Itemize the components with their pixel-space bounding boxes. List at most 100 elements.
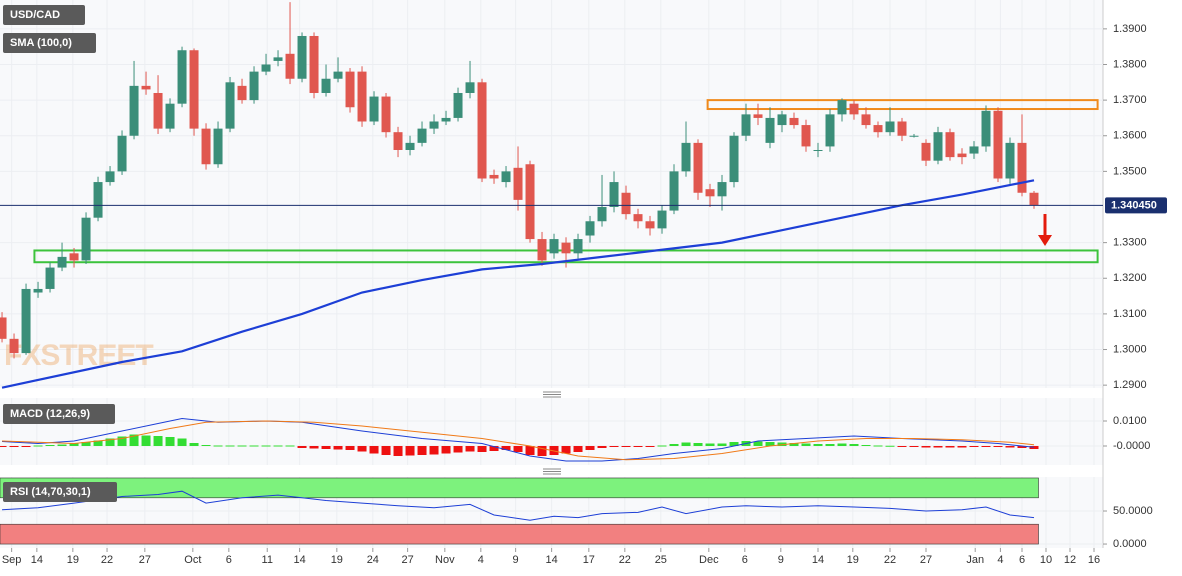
candle-body <box>813 149 823 151</box>
macd-bar <box>177 438 187 446</box>
macd-bar <box>981 446 991 447</box>
y-tick-label: 1.3700 <box>1113 94 1147 106</box>
candle-body <box>189 50 199 129</box>
candle-body <box>465 82 475 93</box>
macd-bar <box>237 445 247 447</box>
candle-body <box>741 114 751 136</box>
macd-bar <box>441 446 451 454</box>
macd-bar <box>873 445 883 447</box>
sma-line <box>1 179 1035 389</box>
macd-bar <box>1017 446 1027 448</box>
candle-body <box>489 174 499 179</box>
candle-body <box>861 114 871 126</box>
x-tick-label: Jan <box>966 554 984 566</box>
candle-body <box>429 121 439 129</box>
macd-bar <box>1029 446 1039 449</box>
macd-bar <box>465 446 475 452</box>
candle-body <box>597 207 607 222</box>
candle-body <box>1029 192 1039 206</box>
candle-body <box>921 142 931 161</box>
legend-box <box>3 33 96 53</box>
x-tick-label: 16 <box>1088 554 1100 566</box>
macd-bar <box>849 444 859 446</box>
macd-bar <box>141 435 151 446</box>
candle-body <box>609 182 619 208</box>
x-tick-label: 9 <box>513 554 519 566</box>
x-tick-label: 17 <box>583 554 595 566</box>
last-price-tag <box>1105 197 1167 214</box>
candle-body <box>21 288 31 354</box>
macd-bar <box>405 446 415 456</box>
x-tick-label: 14 <box>31 554 43 566</box>
candle-body <box>273 57 283 61</box>
macd-bar <box>153 436 163 446</box>
last-price-label: 1.340450 <box>1111 199 1157 211</box>
candle-body <box>381 96 391 133</box>
candle-body <box>669 171 679 211</box>
macd-bar <box>201 445 211 446</box>
y-tick-label: 1.2900 <box>1113 379 1147 391</box>
candle-body <box>705 189 715 197</box>
x-tick-label: 14 <box>812 554 824 566</box>
candle-body <box>69 253 79 261</box>
candle-body <box>249 71 259 101</box>
x-tick-label: 19 <box>331 554 343 566</box>
y-tick-label: 1.3100 <box>1113 308 1147 320</box>
candle-body <box>0 317 7 339</box>
legend-label: RSI (14,70,30,1) <box>10 486 91 498</box>
candle-body <box>369 96 379 122</box>
macd-bar <box>609 446 619 447</box>
macd-bar <box>729 442 739 446</box>
rsi-line <box>2 490 1035 521</box>
candle-body <box>765 117 775 143</box>
candle-body <box>849 103 859 115</box>
macd-bar <box>921 446 931 448</box>
macd-bar <box>765 442 775 446</box>
candle-body <box>549 239 559 254</box>
candle-body <box>357 71 367 122</box>
macd-bar <box>261 445 271 447</box>
y-tick-label: 1.3900 <box>1113 23 1147 35</box>
macd-bar <box>909 446 919 447</box>
macd-bar <box>393 446 403 456</box>
x-tick-label: 27 <box>139 554 151 566</box>
macd-bar <box>225 445 235 447</box>
macd-bar <box>945 446 955 448</box>
macd-bar <box>21 446 31 447</box>
macd-bar <box>357 446 367 452</box>
candle-body <box>969 146 979 154</box>
candle-body <box>261 64 271 72</box>
legend-box <box>3 5 85 25</box>
x-tick-label: 12 <box>1064 554 1076 566</box>
candle-body <box>561 242 571 254</box>
candle-body <box>717 182 727 197</box>
y-tick-label: 1.3200 <box>1113 272 1147 284</box>
x-tick-label: 19 <box>847 554 859 566</box>
macd-bar <box>897 446 907 447</box>
candle-body <box>777 114 787 126</box>
macd-bar <box>585 446 595 450</box>
macd-bar <box>993 446 1003 447</box>
macd-bar <box>933 446 943 448</box>
macd-bar <box>1005 446 1015 448</box>
candle-body <box>1005 142 1015 179</box>
candle-body <box>801 125 811 147</box>
x-tick-label: 9 <box>778 554 784 566</box>
macd-bar <box>957 446 967 448</box>
y-tick-label: 0.0100 <box>1113 415 1147 427</box>
candle-body <box>285 53 295 79</box>
macd-bar <box>885 445 895 447</box>
macd-bar <box>561 446 571 454</box>
candle-body <box>621 192 631 215</box>
candle-body <box>201 128 211 165</box>
candle-body <box>789 117 799 126</box>
x-tick-label: 4 <box>478 554 484 566</box>
candle-body <box>321 78 331 93</box>
y-tick-label: 1.3300 <box>1113 237 1147 249</box>
candle-body <box>873 125 883 133</box>
candle-body <box>225 82 235 129</box>
candle-body <box>165 103 175 129</box>
macd-line <box>2 420 1035 461</box>
candle-body <box>57 256 67 268</box>
